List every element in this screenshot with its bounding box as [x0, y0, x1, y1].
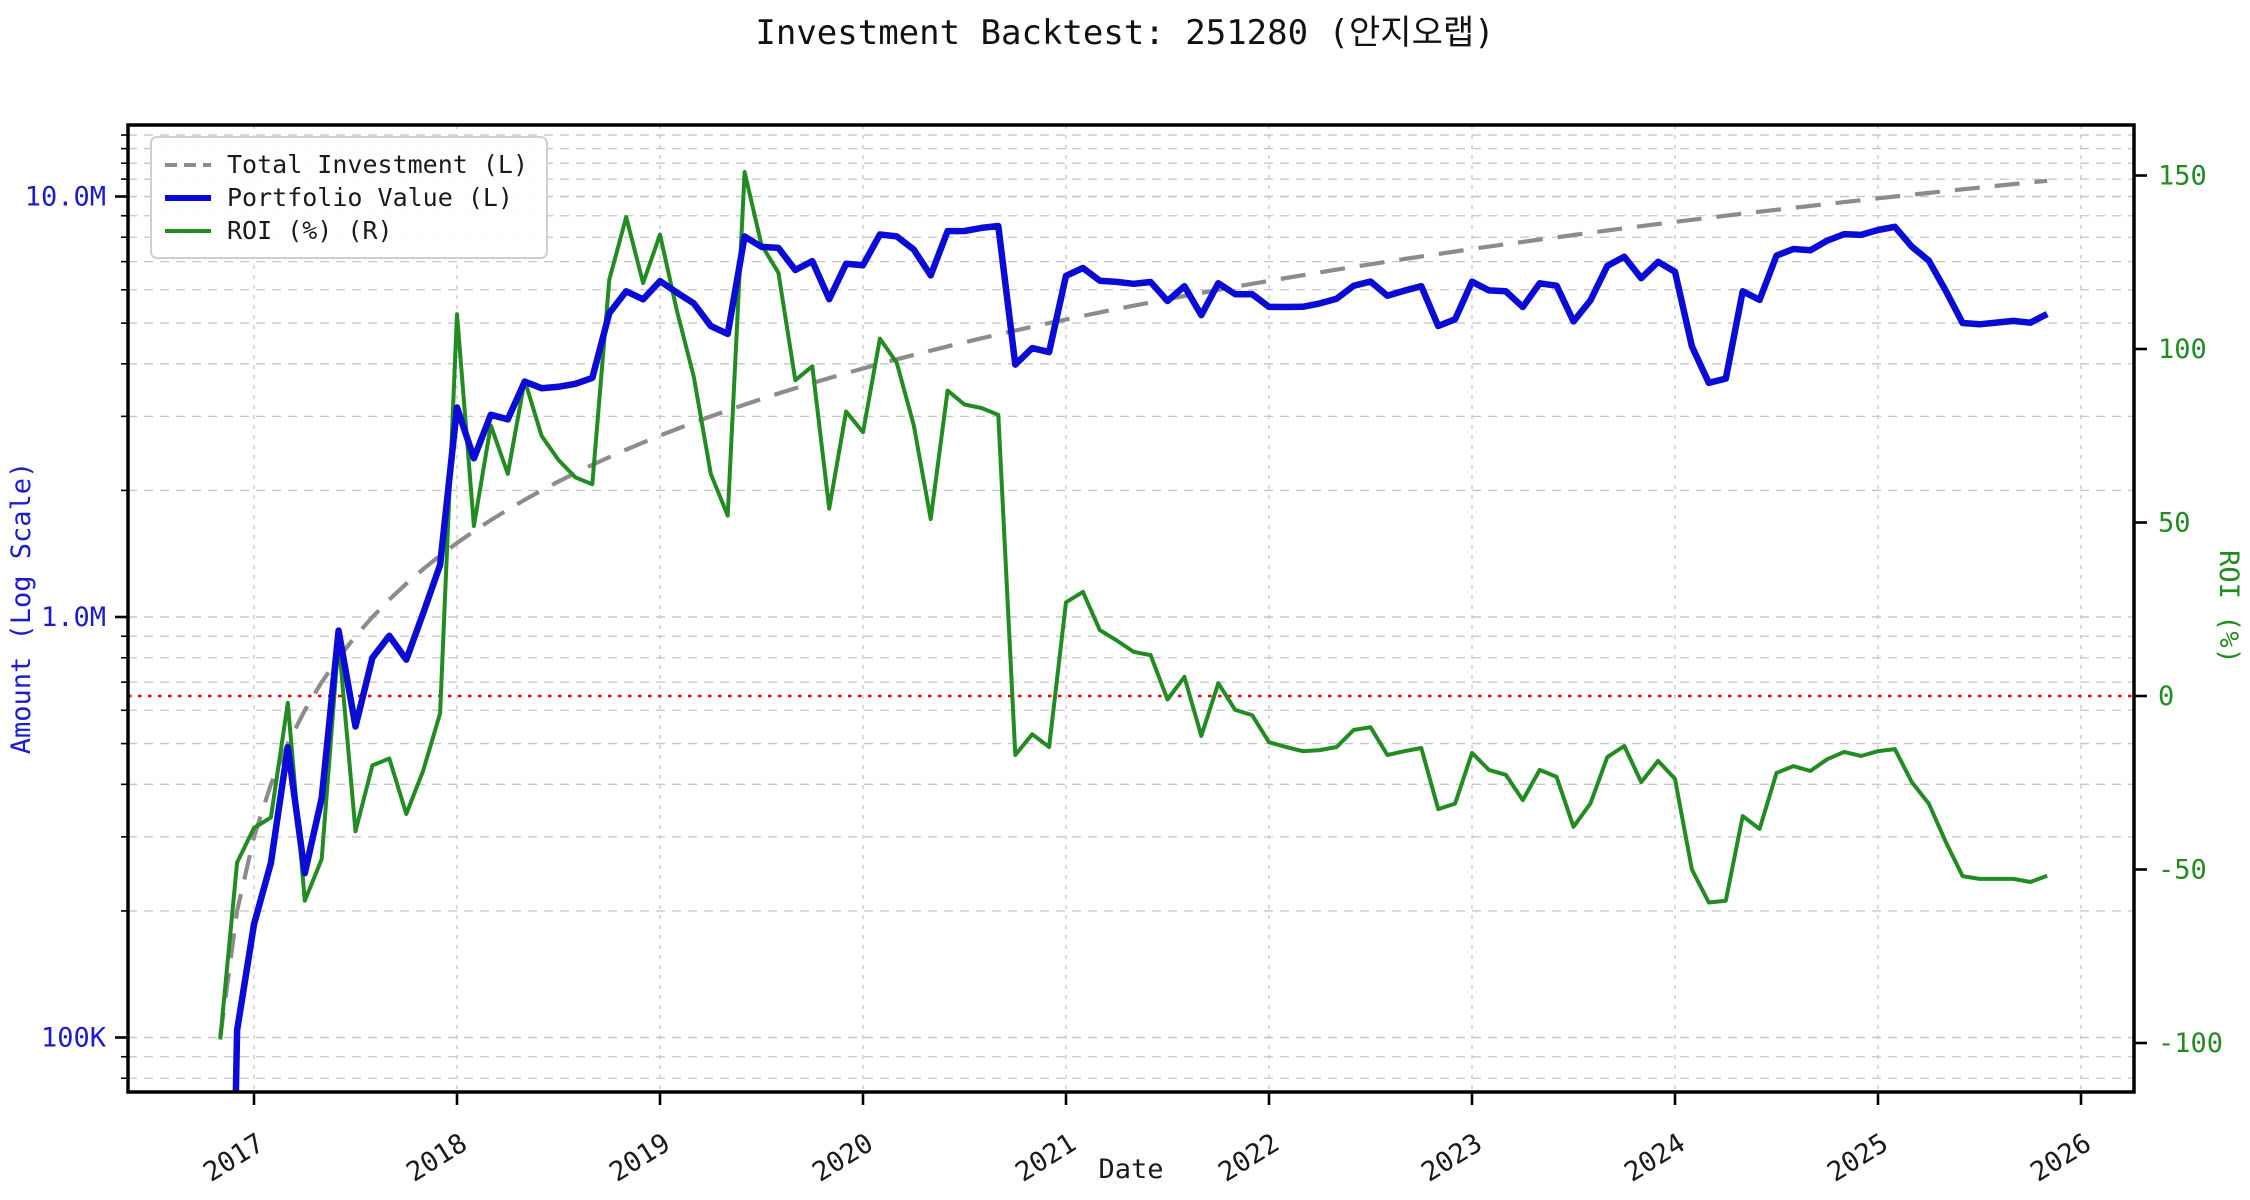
data-series — [218, 170, 2049, 1092]
x-tick-label: 2018 — [401, 1128, 473, 1189]
x-tick-label: 2026 — [2025, 1128, 2097, 1189]
dashed-line-swatch-icon — [165, 162, 211, 167]
chart-title: Investment Backtest: 251280 (안지오랩) — [755, 13, 1494, 53]
y-right-tick-label: -100 — [2158, 1028, 2223, 1059]
y-right-tick-label: -50 — [2158, 855, 2207, 886]
axes-spines — [126, 123, 2136, 1094]
x-tick-label: 2020 — [807, 1128, 879, 1189]
axis-tick-labels: 2017 2018 2019 2020 2021 2022 2023 2024 2025 2026… — [25, 161, 2223, 1189]
legend-item-total-investment: Total Investment (L) — [165, 148, 528, 181]
y-left-tick-label: 100K — [41, 1023, 107, 1054]
x-tick-label: 2021 — [1010, 1128, 1082, 1189]
left-axis-title: Amount (Log Scale) — [6, 462, 37, 755]
axis-ticks — [115, 134, 2147, 1105]
x-tick-label: 2017 — [198, 1128, 270, 1189]
y-right-tick-label: 150 — [2158, 161, 2207, 192]
plot-border — [126, 123, 2136, 1094]
legend-item-portfolio-value: Portfolio Value (L) — [165, 181, 528, 214]
y-right-tick-label: 0 — [2158, 681, 2174, 712]
solid-line-swatch-icon — [165, 228, 211, 233]
x-tick-label: 2025 — [1822, 1128, 1894, 1189]
right-axis-title: ROI (%) — [2213, 550, 2244, 664]
x-axis-title: Date — [1098, 1154, 1163, 1185]
y-right-tick-label: 50 — [2158, 508, 2191, 539]
portfolio-value-line — [232, 222, 2049, 1092]
total-investment-line — [218, 178, 2048, 1038]
legend-label: ROI (%) (R) — [227, 216, 393, 245]
x-tick-label: 2023 — [1416, 1128, 1488, 1189]
legend-label: Portfolio Value (L) — [227, 183, 513, 212]
legend-label: Total Investment (L) — [227, 150, 529, 179]
x-tick-label: 2024 — [1619, 1128, 1691, 1189]
y-left-tick-label: 1.0M — [41, 602, 106, 633]
y-right-tick-label: 100 — [2158, 334, 2207, 365]
roi-line — [218, 170, 2048, 1040]
legend-item-roi: ROI (%) (R) — [165, 214, 528, 247]
solid-line-swatch-icon — [165, 194, 211, 201]
legend: Total Investment (L) Portfolio Value (L)… — [150, 136, 549, 259]
x-tick-label: 2022 — [1213, 1128, 1285, 1189]
x-tick-label: 2019 — [604, 1128, 676, 1189]
grid-lines — [128, 125, 2134, 1092]
y-left-tick-label: 10.0M — [25, 182, 106, 213]
